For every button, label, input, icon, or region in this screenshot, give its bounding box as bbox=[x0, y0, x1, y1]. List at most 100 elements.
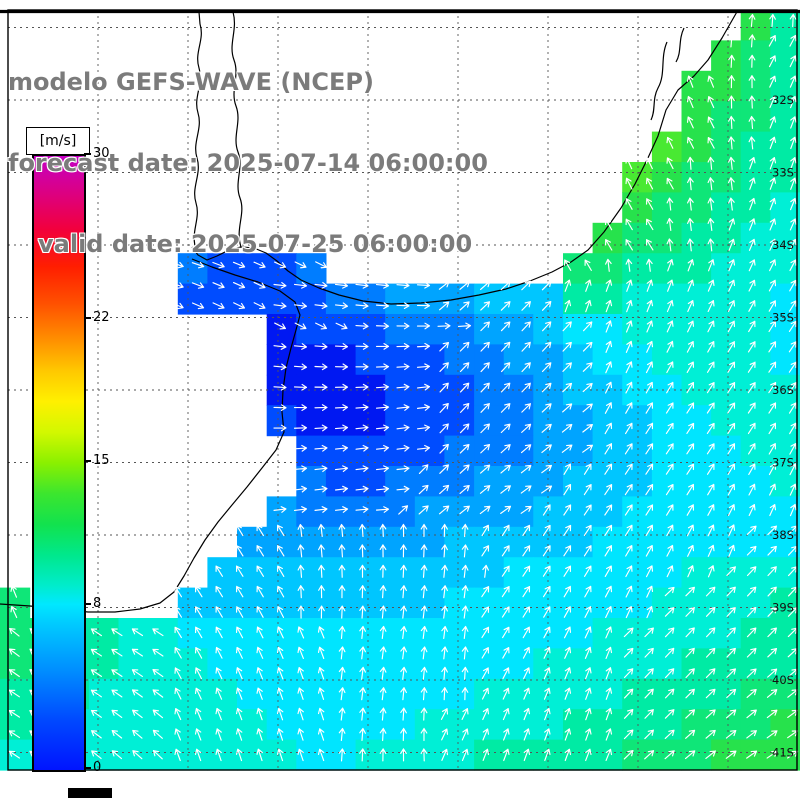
wind-arrow bbox=[297, 707, 304, 721]
sea-cell bbox=[444, 526, 475, 558]
wind-arrow bbox=[276, 728, 284, 741]
sea-cell bbox=[681, 587, 712, 619]
sea-cell bbox=[325, 678, 357, 710]
sea-cell bbox=[444, 496, 475, 528]
wind-arrow bbox=[769, 157, 777, 170]
wind-arrow bbox=[747, 341, 756, 353]
sea-cell bbox=[770, 222, 800, 254]
wind-arrow bbox=[727, 422, 736, 434]
wind-arrow bbox=[416, 322, 431, 330]
wind-arrow bbox=[748, 136, 756, 150]
sea-cell bbox=[266, 648, 297, 680]
wind-arrow bbox=[338, 605, 346, 619]
sea-cell bbox=[711, 496, 742, 528]
sea-cell bbox=[711, 314, 742, 345]
wind-arrow bbox=[152, 689, 164, 698]
wind-arrow bbox=[297, 667, 304, 680]
wind-arrow bbox=[297, 728, 304, 741]
sea-cell bbox=[592, 253, 623, 285]
wind-arrow bbox=[644, 688, 654, 699]
title-line-forecast-date: forecast date: 2025-07-14 06:00:00 bbox=[8, 149, 488, 177]
wind-arrow bbox=[152, 648, 164, 657]
wind-arrow bbox=[293, 343, 308, 350]
sea-cell bbox=[740, 648, 771, 680]
sea-cell bbox=[711, 101, 742, 133]
wind-arrow bbox=[338, 523, 346, 538]
wind-arrow bbox=[707, 96, 715, 109]
colorbar-tick-label: 0 bbox=[93, 760, 102, 775]
wind-arrow bbox=[274, 322, 286, 330]
wind-arrow bbox=[174, 626, 182, 639]
wind-arrow bbox=[666, 504, 674, 516]
wind-arrow bbox=[623, 668, 634, 679]
wind-arrow bbox=[276, 626, 284, 639]
wind-arrow bbox=[194, 647, 203, 659]
sea-cell bbox=[563, 557, 594, 589]
sea-cell bbox=[414, 435, 445, 467]
wind-arrow bbox=[338, 666, 346, 680]
wind-arrow bbox=[194, 707, 202, 721]
wind-arrow bbox=[441, 687, 448, 701]
wind-arrow bbox=[276, 707, 284, 721]
wind-arrow bbox=[8, 710, 21, 718]
wind-arrow bbox=[174, 708, 182, 721]
wind-arrow bbox=[686, 95, 694, 109]
wind-arrow bbox=[605, 381, 613, 394]
sea-cell bbox=[681, 678, 712, 710]
wind-arrow bbox=[520, 505, 532, 514]
sea-cell bbox=[740, 192, 771, 224]
wind-arrow bbox=[604, 218, 613, 231]
wind-arrow bbox=[396, 322, 410, 330]
wind-arrow bbox=[359, 646, 366, 660]
wind-arrow bbox=[707, 259, 715, 272]
wind-arrow bbox=[544, 728, 551, 741]
wind-arrow bbox=[604, 585, 613, 598]
wind-arrow bbox=[563, 463, 571, 475]
wind-arrow bbox=[439, 362, 449, 373]
wind-arrow bbox=[542, 585, 551, 598]
sea-cell bbox=[681, 618, 712, 649]
wind-arrow bbox=[236, 565, 244, 577]
wind-arrow bbox=[727, 341, 735, 353]
wind-arrow bbox=[605, 340, 613, 353]
wind-arrow bbox=[542, 545, 551, 557]
wind-arrow bbox=[625, 258, 633, 272]
wind-arrow bbox=[379, 687, 387, 701]
wind-arrow bbox=[767, 586, 777, 597]
wind-arrow bbox=[338, 544, 346, 558]
wind-arrow bbox=[666, 524, 674, 537]
wind-arrow bbox=[481, 687, 490, 700]
sea-cell bbox=[533, 557, 564, 589]
wind-arrow bbox=[768, 55, 777, 68]
wind-arrow bbox=[235, 606, 244, 618]
sea-cell bbox=[207, 618, 238, 649]
wind-arrow bbox=[585, 687, 592, 700]
wind-arrow bbox=[420, 707, 428, 721]
wind-arrow bbox=[9, 648, 20, 657]
wind-arrow bbox=[646, 239, 654, 251]
wind-arrow bbox=[441, 605, 448, 619]
wind-arrow bbox=[438, 505, 450, 515]
wind-arrow bbox=[748, 75, 756, 89]
wind-arrow bbox=[396, 383, 410, 391]
wind-arrow bbox=[355, 424, 369, 432]
wind-arrow bbox=[664, 750, 675, 760]
sea-cell bbox=[237, 557, 268, 589]
wind-arrow bbox=[645, 504, 654, 516]
wind-arrow bbox=[605, 687, 613, 700]
wind-arrow bbox=[604, 422, 612, 435]
wind-arrow bbox=[522, 586, 531, 598]
coastline-path bbox=[191, 9, 739, 305]
wind-arrow bbox=[338, 646, 346, 660]
sea-cell bbox=[651, 678, 683, 710]
wind-arrow bbox=[256, 585, 264, 598]
sea-cell bbox=[681, 405, 712, 437]
wind-arrow bbox=[585, 279, 592, 292]
wind-arrow bbox=[215, 646, 223, 659]
sea-cell bbox=[622, 587, 653, 619]
wind-arrow bbox=[235, 667, 243, 680]
wind-arrow bbox=[317, 646, 325, 660]
wind-arrow bbox=[400, 727, 407, 742]
wind-arrow bbox=[235, 728, 243, 741]
